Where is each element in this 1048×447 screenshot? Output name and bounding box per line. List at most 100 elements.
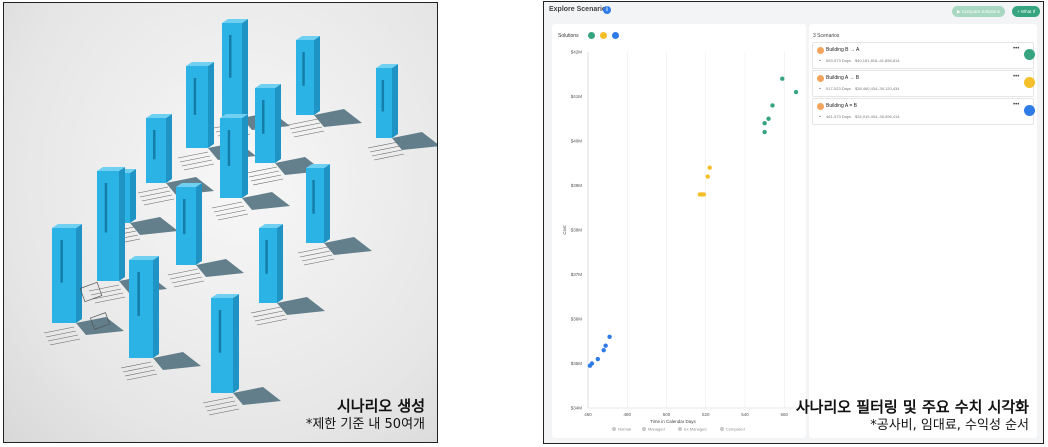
tower-annotation (250, 174, 282, 182)
solution-filter-green[interactable] (588, 32, 595, 39)
x-tick-label: 520 (702, 412, 710, 417)
tower-top (259, 224, 283, 228)
tower-top (176, 183, 202, 187)
tower-annotation (252, 310, 284, 318)
tower-shadow (196, 259, 244, 277)
tower-side (275, 84, 281, 163)
tower-slit (183, 199, 186, 235)
x-axis-label: Time in Calendar Days (650, 419, 696, 424)
data-point (701, 192, 706, 197)
data-point (770, 103, 775, 108)
legend-entry: Managed (648, 427, 665, 432)
tower-annotation (208, 408, 240, 416)
y-tick-label: $42M (571, 50, 583, 55)
app-title: Explore Scenarios (549, 6, 611, 13)
tower-body (146, 118, 166, 183)
tower-annotation (206, 404, 238, 412)
compare-solutions-button[interactable]: ▶ Compare Solutions (952, 6, 1005, 17)
y-tick-label: $39M (571, 183, 583, 188)
data-point (762, 129, 767, 135)
tower-shadow (392, 132, 437, 150)
tower-annotation (173, 280, 205, 288)
tower-slit (381, 80, 385, 112)
tower-annotation (45, 330, 77, 338)
legend-marker (642, 427, 646, 431)
chevron-down-icon[interactable]: ⌄ (818, 57, 823, 63)
data-point (762, 121, 767, 126)
tower-shadow (324, 237, 372, 255)
y-tick-label: $37M (571, 272, 583, 277)
tower-side (277, 224, 283, 303)
chevron-down-icon[interactable]: ⌄ (818, 113, 823, 119)
cost-vs-time-chart: 460 480 500 520 540 560 $34M $35M $36M $37M $38M $3… (562, 50, 799, 432)
scenario-color-dot (1024, 49, 1035, 60)
legend-marker (612, 427, 616, 431)
tower-top (306, 164, 330, 168)
tower-render (43, 19, 437, 416)
scenario-row[interactable]: Building A → B ⌄ 517-523 Days $38,460,43… (812, 70, 1035, 97)
tower-annotation (371, 149, 403, 157)
tower-side (208, 62, 214, 148)
more-options-icon[interactable]: ••• (1013, 46, 1020, 52)
scenario-days: 461-473 Days (826, 114, 851, 119)
tower-slit (262, 100, 265, 134)
data-point (766, 116, 771, 121)
tower-body (176, 187, 196, 265)
tower-slit (227, 130, 231, 166)
data-point (705, 174, 710, 179)
tower-slit (302, 52, 305, 86)
explore-scenarios-app: Explore Scenarios i ▶ Compare Solutions … (543, 1, 1044, 444)
scenario-row[interactable]: Building B → A ⌄ 553-573 Days $40,181,81… (812, 42, 1035, 69)
solution-filter-yellow[interactable] (600, 32, 607, 39)
tower-side (324, 164, 330, 243)
tower-annotation (287, 118, 319, 126)
tower-side (392, 64, 398, 138)
tower-annotation (211, 201, 243, 209)
data-point (697, 192, 703, 197)
tower-annotation (299, 250, 331, 258)
tower-annotation (124, 369, 156, 377)
tower-annotation (204, 400, 236, 408)
tower-annotation (303, 258, 335, 266)
solutions-label: Solutions (558, 33, 579, 39)
more-options-icon[interactable]: ••• (1013, 102, 1020, 108)
tower-annotation (202, 396, 234, 404)
solution-filter-blue[interactable] (612, 32, 619, 39)
tower-slit (218, 310, 222, 353)
scenario-render-panel: 시나리오 생성 *제한 기준 내 50여개 (3, 2, 438, 443)
tower-top (129, 256, 159, 260)
data-point (603, 343, 608, 348)
tower-annotation (126, 373, 158, 381)
building-icon (817, 75, 824, 82)
x-tick-label: 480 (623, 412, 631, 417)
tower-annotation (167, 268, 199, 276)
tower-shadow (277, 297, 325, 315)
tower-annotation (183, 163, 215, 171)
tower-annotation (215, 209, 247, 217)
tower-top (222, 19, 248, 23)
tower-annotation (120, 361, 152, 369)
tower-annotation (293, 130, 325, 138)
chevron-down-icon[interactable]: ⌄ (818, 85, 823, 91)
tower-body (97, 171, 119, 281)
tower-top (97, 167, 125, 171)
info-icon[interactable]: i (603, 6, 611, 14)
tower-annotation (169, 272, 201, 280)
tower-shadow (76, 317, 124, 335)
legend-marker (678, 427, 682, 431)
scenario-row[interactable]: Building A = B ⌄ 461-473 Days $34,919,43… (812, 98, 1035, 125)
tower-body (52, 228, 76, 323)
scenario-cost: $38,460,434–39,120,434 (855, 86, 900, 91)
tower-side (166, 114, 172, 183)
legend-entry: Compared (726, 427, 745, 432)
more-options-icon[interactable]: ••• (1013, 74, 1020, 80)
what-if-button[interactable]: + What If (1012, 6, 1041, 17)
tower-annotation (291, 126, 323, 134)
y-tick-label: $36M (571, 317, 583, 322)
tower-top (255, 84, 281, 88)
tower-annotation (122, 365, 154, 373)
legend-entry: Ex Managed (684, 427, 706, 432)
scenario-color-dot (1024, 105, 1035, 116)
data-point (587, 363, 593, 368)
